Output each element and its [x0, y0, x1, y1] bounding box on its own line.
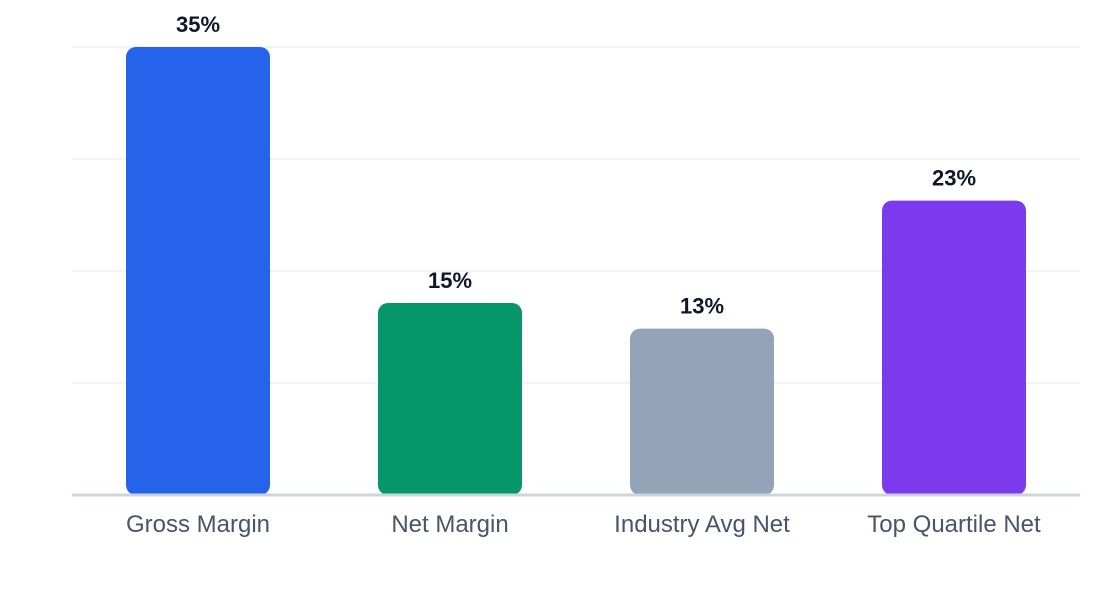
category-label: Gross Margin — [126, 511, 270, 538]
bar-value-label: 23% — [932, 166, 976, 191]
bars — [126, 47, 1026, 495]
bar-value-label: 13% — [680, 294, 724, 319]
bar — [378, 303, 522, 495]
category-label: Top Quartile Net — [867, 511, 1041, 538]
category-labels: Gross Margin Net Margin Industry Avg Net To… — [126, 511, 1041, 538]
value-labels: 35% 15% 13% 23% — [176, 12, 976, 319]
bar-value-label: 15% — [428, 268, 472, 293]
bar — [630, 328, 774, 495]
category-label: Net Margin — [391, 511, 508, 538]
bar — [126, 47, 270, 495]
bar — [882, 200, 1026, 495]
category-label: Industry Avg Net — [614, 511, 790, 538]
bar-value-label: 35% — [176, 12, 220, 37]
